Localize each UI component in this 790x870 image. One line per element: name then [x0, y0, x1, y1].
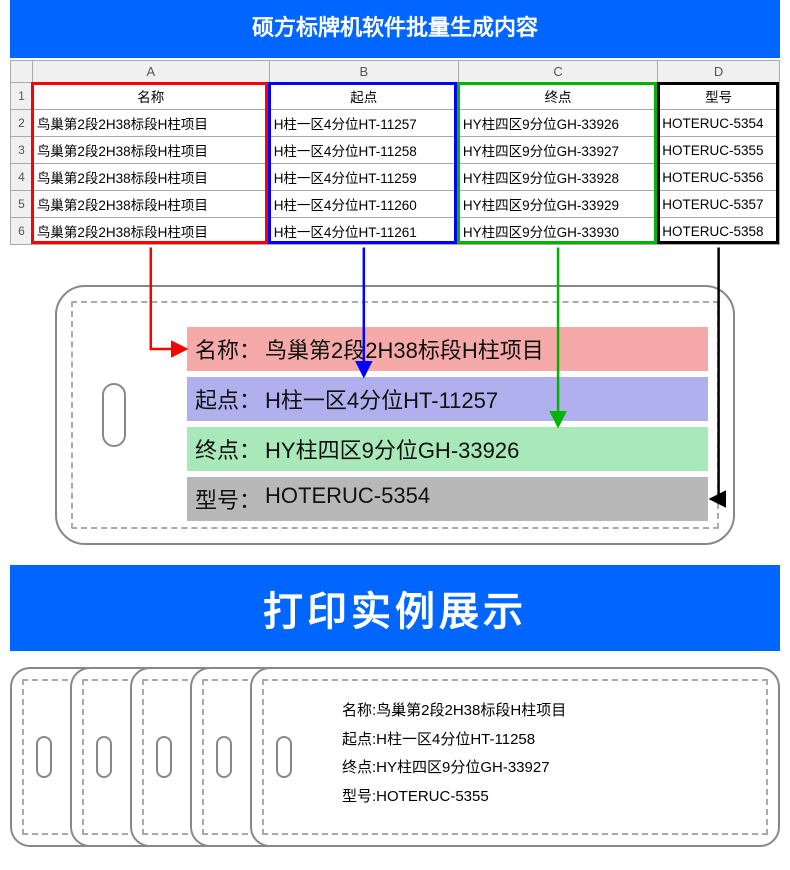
- cell: 鸟巢第2段2H38标段H柱项目: [32, 164, 269, 191]
- col-header: 终点: [458, 83, 657, 110]
- cell: HY柱四区9分位GH-33929: [458, 191, 657, 218]
- cell: HOTERUC-5356: [658, 164, 780, 191]
- col-header: 名称: [32, 83, 269, 110]
- printed-samples: 名称起点终点型号名称起点终点型号名称起点终点型号名称起点终点型号名称:鸟巢第2段…: [10, 661, 780, 851]
- cell: 鸟巢第2段2H38标段H柱项目: [32, 110, 269, 137]
- cell: HOTERUC-5358: [658, 218, 780, 245]
- cell: H柱一区4分位HT-11257: [269, 110, 458, 137]
- col-letter: B: [269, 61, 458, 83]
- cell: HOTERUC-5357: [658, 191, 780, 218]
- card-line-0: 名称：鸟巢第2段2H38标段H柱项目: [187, 327, 708, 371]
- cell: HY柱四区9分位GH-33930: [458, 218, 657, 245]
- sample-line: 起点:H柱一区4分位HT-11258: [342, 726, 566, 755]
- cell: HY柱四区9分位GH-33926: [458, 110, 657, 137]
- col-header: 起点: [269, 83, 458, 110]
- col-letter: D: [658, 61, 780, 83]
- cell: 鸟巢第2段2H38标段H柱项目: [32, 191, 269, 218]
- cell: HOTERUC-5355: [658, 137, 780, 164]
- cell: HOTERUC-5354: [658, 110, 780, 137]
- cell: H柱一区4分位HT-11259: [269, 164, 458, 191]
- cell: HY柱四区9分位GH-33927: [458, 137, 657, 164]
- cell: H柱一区4分位HT-11258: [269, 137, 458, 164]
- cell: H柱一区4分位HT-11260: [269, 191, 458, 218]
- label-card: 名称：鸟巢第2段2H38标段H柱项目起点：H柱一区4分位HT-11257 终点：H…: [55, 285, 735, 545]
- cell: 鸟巢第2段2H38标段H柱项目: [32, 218, 269, 245]
- spreadsheet: ABCD1名称起点终点型号2鸟巢第2段2H38标段H柱项目H柱一区4分位HT-1…: [10, 60, 780, 245]
- sample-line: 型号:HOTERUC-5355: [342, 783, 566, 812]
- section-banner: 打印实例展示: [10, 565, 780, 651]
- cell: 鸟巢第2段2H38标段H柱项目: [32, 137, 269, 164]
- card-hole: [102, 383, 126, 447]
- col-letter: A: [32, 61, 269, 83]
- top-title: 硕方标牌机软件批量生成内容: [10, 0, 780, 58]
- col-letter: C: [458, 61, 657, 83]
- sample-line: 终点:HY柱四区9分位GH-33927: [342, 754, 566, 783]
- card-line-2: 终点：HY柱四区9分位GH-33926: [187, 427, 708, 471]
- card-line-1: 起点：H柱一区4分位HT-11257: [187, 377, 708, 421]
- cell: H柱一区4分位HT-11261: [269, 218, 458, 245]
- card-line-3: 型号：HOTERUC-5354: [187, 477, 708, 521]
- sample-card-front: 名称:鸟巢第2段2H38标段H柱项目起点:H柱一区4分位HT-11258终点:H…: [250, 667, 780, 847]
- col-header: 型号: [658, 83, 780, 110]
- cell: HY柱四区9分位GH-33928: [458, 164, 657, 191]
- sample-line: 名称:鸟巢第2段2H38标段H柱项目: [342, 697, 566, 726]
